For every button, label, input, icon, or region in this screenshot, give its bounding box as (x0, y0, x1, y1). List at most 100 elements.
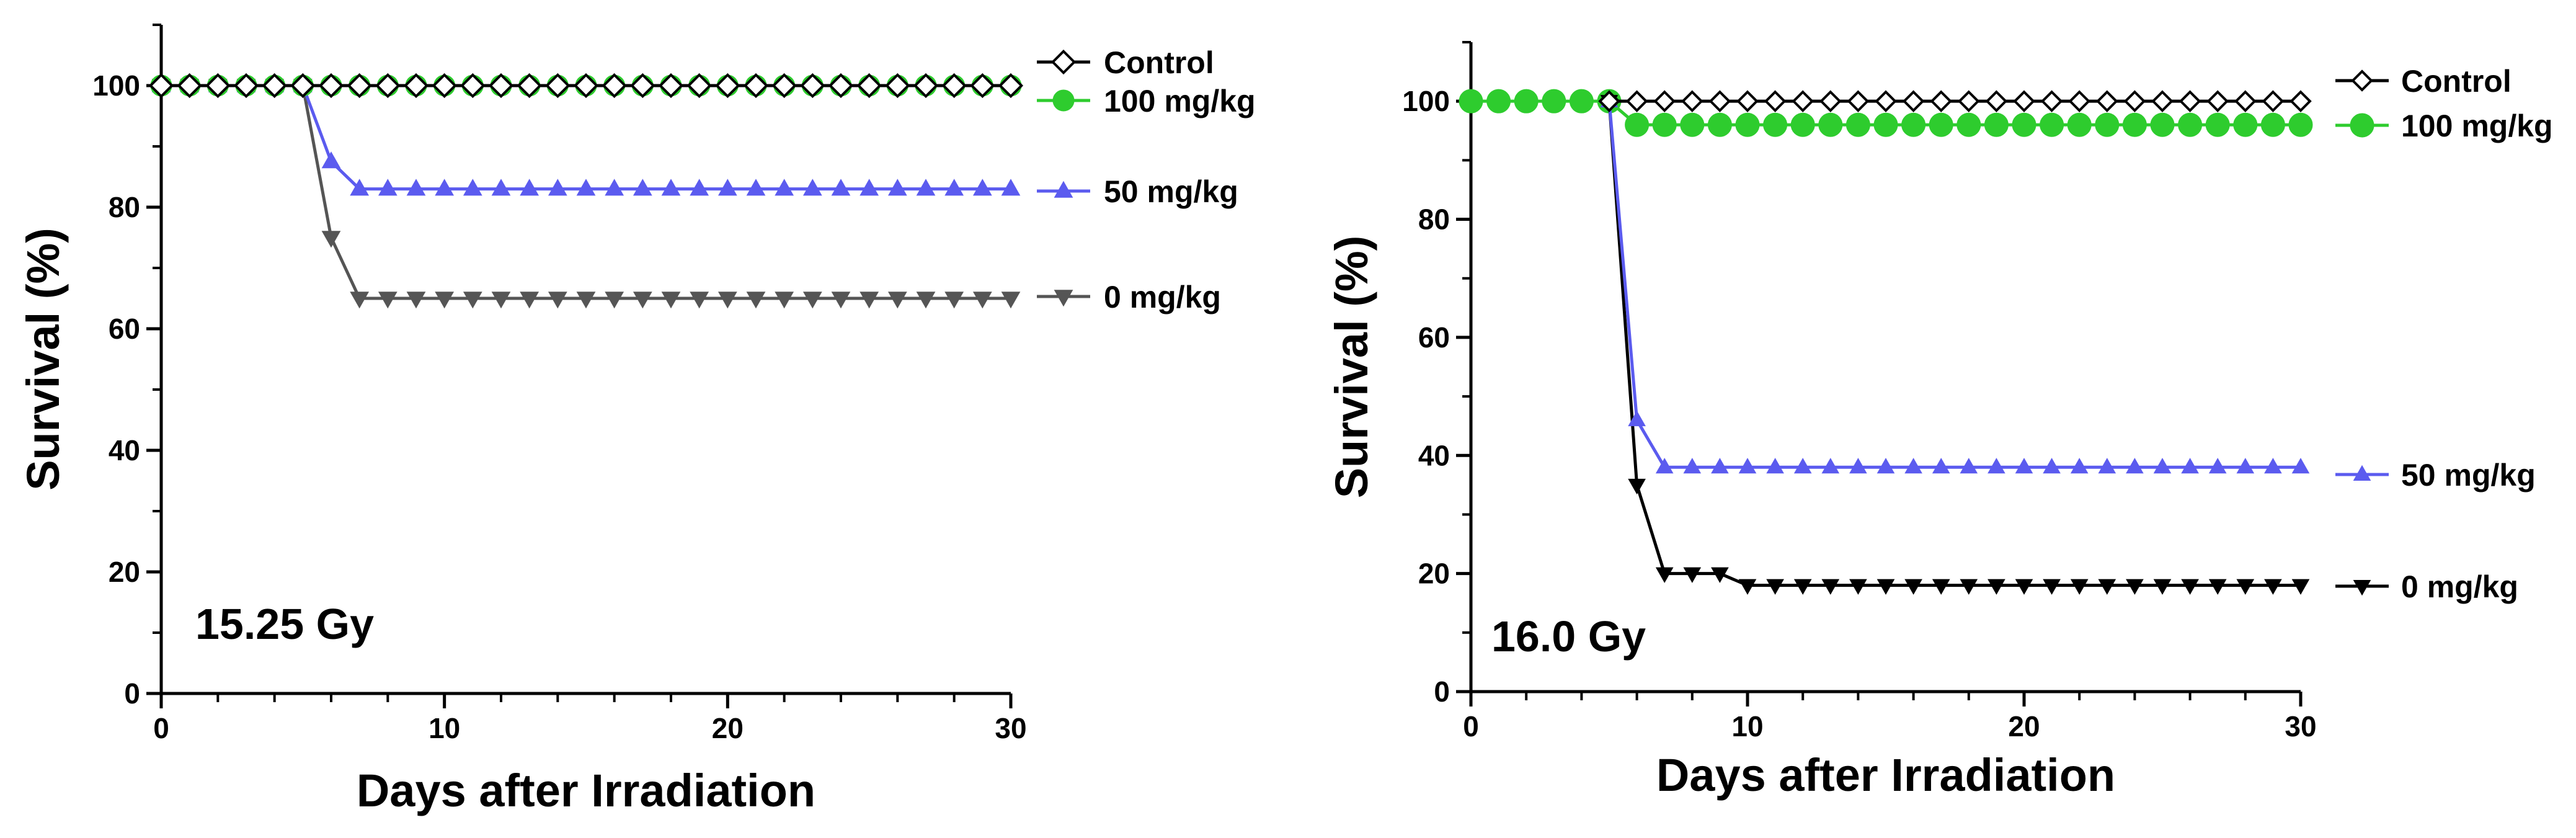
data-point (1988, 458, 2005, 474)
data-point (775, 292, 794, 309)
data-point (2013, 90, 2035, 112)
data-point (378, 179, 398, 196)
data-point (406, 292, 426, 309)
data-point (1001, 179, 1021, 196)
data-point (717, 179, 737, 196)
data-point (491, 292, 511, 309)
data-point (2233, 112, 2258, 137)
data-point (463, 292, 482, 309)
data-point (290, 73, 316, 99)
data-point (573, 73, 599, 99)
series-control (148, 73, 1024, 99)
data-point (771, 73, 797, 99)
data-point (775, 179, 794, 196)
series-control (1598, 90, 2312, 112)
legend-label: 50 mg/kg (1104, 174, 1238, 209)
data-point (491, 179, 511, 196)
data-point (2153, 579, 2172, 595)
legend-marker (2353, 465, 2371, 481)
legend-label: Control (2401, 64, 2512, 99)
y-tick-label: 0 (1434, 675, 1450, 708)
data-point (715, 73, 740, 99)
data-point (1569, 89, 1594, 114)
legend-item-control: Control (1037, 45, 1214, 80)
data-point (885, 73, 910, 99)
data-point (2208, 458, 2227, 474)
data-point (1875, 90, 1897, 112)
y-tick-label: 20 (1418, 558, 1450, 590)
data-point (2291, 579, 2310, 595)
data-point (1628, 410, 1646, 427)
data-point (1711, 458, 1729, 474)
data-point (2153, 458, 2172, 474)
data-point (2043, 579, 2061, 595)
legend-label: 100 mg/kg (1104, 84, 1256, 118)
data-point (1790, 112, 1815, 137)
data-point (828, 73, 854, 99)
data-point (1984, 112, 2009, 137)
data-point (970, 73, 995, 99)
data-point (1876, 579, 1895, 595)
x-tick-label: 20 (712, 712, 744, 744)
y-tick-label: 80 (1418, 203, 1450, 236)
data-point (1683, 458, 1702, 474)
legend-item-50-mg-kg: 50 mg/kg (2335, 458, 2536, 493)
data-point (1681, 90, 1703, 112)
data-point (2098, 458, 2116, 474)
data-point (2291, 458, 2310, 474)
chart-15-25-gy: 0 10 20 30 0 20 40 60 80 100 Days after Irradiatio… (17, 24, 1256, 816)
legend-marker (1050, 49, 1077, 75)
data-point (548, 179, 567, 196)
x-tick-label: 0 (153, 712, 169, 744)
x-axis-title: Days after Irradiation (357, 765, 815, 816)
data-point (233, 73, 259, 99)
data-point (2098, 579, 2116, 595)
series-line (1607, 100, 2301, 469)
data-point (1708, 90, 1731, 112)
x-tick-label: 10 (1731, 710, 1763, 742)
data-point (944, 179, 964, 196)
data-point (1904, 458, 1922, 474)
data-point (913, 73, 939, 99)
data-point (1763, 112, 1788, 137)
legend-item-control: Control (2335, 64, 2512, 99)
data-point (1849, 458, 1867, 474)
data-point (743, 73, 769, 99)
data-point (887, 292, 907, 309)
data-point (1792, 90, 1814, 112)
chart-16-0-gy: 0 10 20 30 0 20 40 60 80 100 Days after Irradiatio… (1326, 41, 2553, 801)
data-point (1985, 90, 2008, 112)
data-point (1735, 112, 1760, 137)
legend: Control 100 mg/kg 50 mg/kg 0 mg/kg (1037, 45, 1256, 314)
data-point (2260, 112, 2285, 137)
data-point (2178, 112, 2203, 137)
data-point (2096, 90, 2118, 112)
data-point (1766, 579, 1784, 595)
legend-item-100-mg-kg: 100 mg/kg (1037, 84, 1256, 118)
data-point (633, 292, 652, 309)
data-point (1960, 458, 1978, 474)
data-point (2126, 458, 2144, 474)
data-point (944, 292, 964, 309)
data-point (1707, 112, 1732, 137)
data-point (717, 292, 737, 309)
data-point (520, 292, 540, 309)
legend-label: 100 mg/kg (2401, 109, 2553, 143)
data-point (998, 73, 1024, 99)
data-point (1932, 458, 1950, 474)
data-point (488, 73, 514, 99)
data-point (1956, 112, 1981, 137)
data-point (520, 179, 540, 196)
data-point (2181, 579, 2199, 595)
data-point (800, 73, 825, 99)
data-point (686, 73, 712, 99)
data-point (1653, 90, 1676, 112)
data-point (347, 73, 372, 99)
legend-marker (2351, 69, 2373, 92)
data-point (916, 179, 936, 196)
data-point (1736, 90, 1759, 112)
legend-label: 0 mg/kg (1104, 280, 1221, 314)
data-point (2070, 458, 2089, 474)
data-point (378, 292, 398, 309)
y-tick-label: 0 (124, 677, 140, 710)
